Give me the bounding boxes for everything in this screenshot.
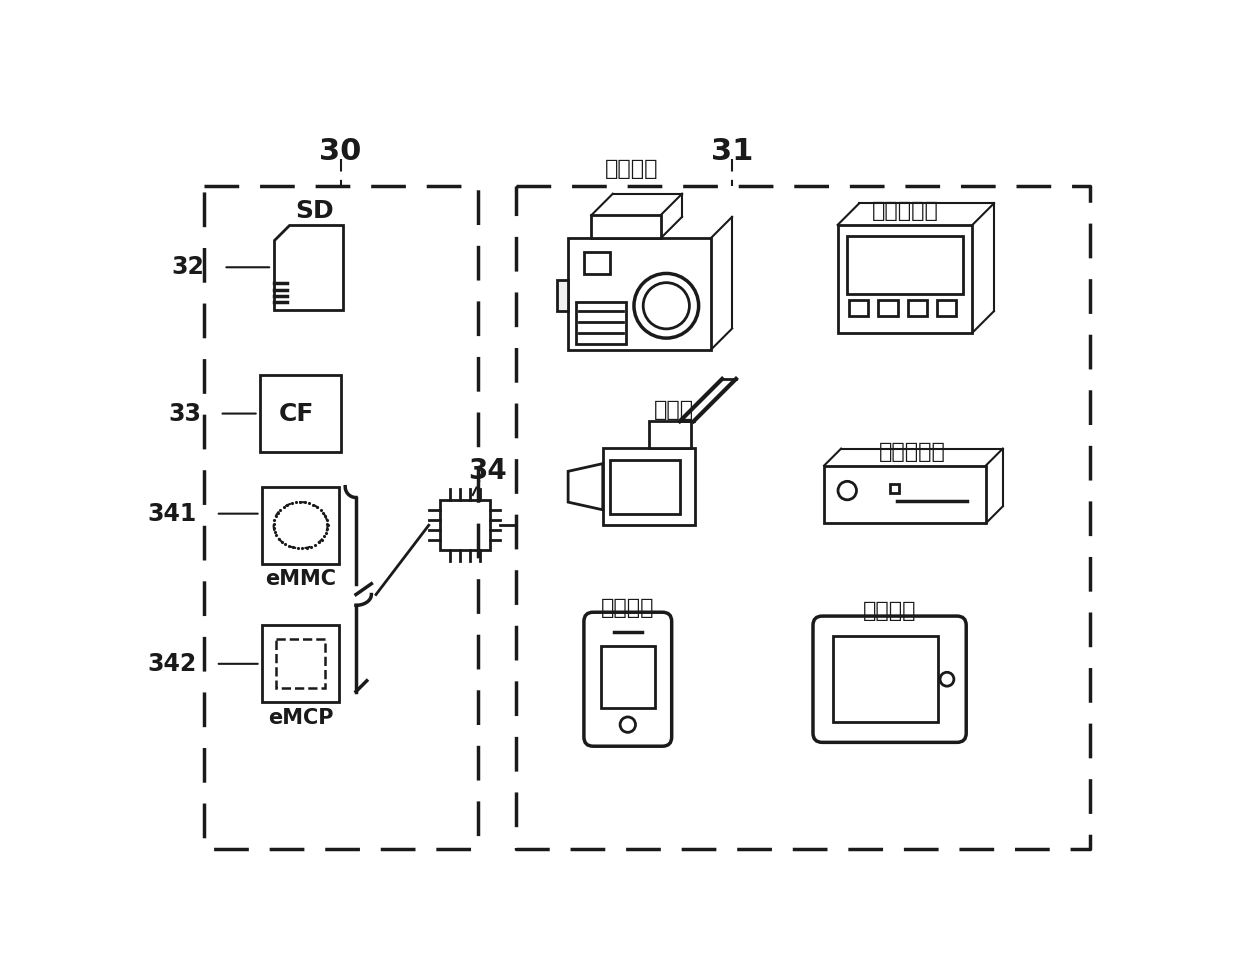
Text: 342: 342 [148, 652, 197, 675]
Text: 32: 32 [171, 256, 205, 279]
Polygon shape [849, 301, 868, 316]
Polygon shape [889, 484, 899, 493]
Polygon shape [847, 236, 963, 294]
Polygon shape [603, 448, 696, 525]
Text: eMCP: eMCP [268, 708, 334, 728]
Polygon shape [568, 238, 711, 350]
Polygon shape [262, 626, 339, 703]
Polygon shape [591, 216, 661, 238]
Circle shape [838, 481, 857, 500]
Text: 33: 33 [169, 401, 201, 426]
Text: eMMC: eMMC [265, 569, 336, 590]
Polygon shape [878, 301, 898, 316]
Polygon shape [568, 464, 603, 509]
Polygon shape [557, 280, 568, 311]
Text: 数码相机: 数码相机 [605, 159, 658, 179]
Text: 34: 34 [469, 458, 507, 485]
Polygon shape [575, 302, 626, 345]
Text: 341: 341 [148, 502, 197, 526]
Text: 平板电脑: 平板电脑 [863, 601, 916, 622]
FancyBboxPatch shape [813, 616, 966, 743]
Text: 31: 31 [711, 138, 753, 166]
Circle shape [940, 672, 954, 686]
Text: 音频播放器: 音频播放器 [872, 201, 939, 221]
Circle shape [634, 273, 698, 338]
Text: 30: 30 [320, 138, 362, 166]
Polygon shape [439, 500, 490, 550]
Polygon shape [838, 224, 972, 333]
Text: 通讯装置: 通讯装置 [601, 597, 655, 618]
Polygon shape [274, 224, 343, 309]
Polygon shape [825, 466, 986, 523]
Polygon shape [584, 252, 610, 274]
Polygon shape [260, 375, 341, 452]
Polygon shape [262, 487, 339, 564]
Circle shape [620, 717, 635, 732]
FancyBboxPatch shape [584, 612, 672, 747]
Text: 视频播放器: 视频播放器 [879, 442, 946, 462]
Text: 摄影机: 摄影机 [653, 400, 694, 420]
Polygon shape [833, 636, 939, 722]
Text: SD: SD [295, 199, 334, 224]
Polygon shape [908, 301, 928, 316]
Polygon shape [601, 646, 655, 708]
Polygon shape [937, 301, 956, 316]
Polygon shape [610, 460, 680, 513]
Polygon shape [649, 422, 692, 448]
Text: CF: CF [279, 401, 315, 426]
